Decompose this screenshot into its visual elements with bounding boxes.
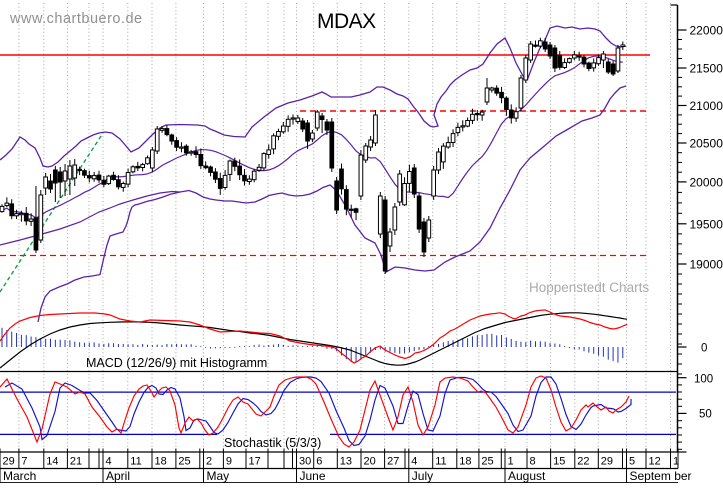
- svg-text:9: 9: [226, 456, 232, 468]
- svg-text:www.chartbuero.de: www.chartbuero.de: [9, 11, 143, 27]
- svg-text:August: August: [508, 469, 546, 483]
- svg-text:21: 21: [70, 456, 82, 468]
- svg-text:15: 15: [553, 456, 565, 468]
- svg-text:29: 29: [601, 456, 613, 468]
- svg-text:11: 11: [435, 456, 446, 468]
- svg-text:7: 7: [21, 456, 27, 468]
- svg-text:22: 22: [577, 456, 589, 468]
- svg-text:June: June: [300, 469, 326, 483]
- svg-text:6: 6: [316, 456, 322, 468]
- svg-text:30: 30: [299, 456, 311, 468]
- svg-text:Hoppenstedt Charts: Hoppenstedt Charts: [529, 280, 649, 295]
- svg-text:1: 1: [508, 456, 514, 468]
- svg-text:18: 18: [459, 456, 471, 468]
- svg-text:19500: 19500: [690, 217, 723, 231]
- svg-text:27: 27: [387, 456, 399, 468]
- svg-text:July: July: [412, 469, 433, 483]
- svg-text:20500: 20500: [690, 137, 723, 151]
- svg-text:20000: 20000: [690, 175, 723, 189]
- svg-text:March: March: [3, 469, 36, 483]
- svg-text:5: 5: [629, 456, 635, 468]
- svg-text:2: 2: [206, 456, 212, 468]
- svg-text:100: 100: [694, 374, 713, 386]
- svg-text:25: 25: [178, 456, 190, 468]
- svg-text:19000: 19000: [690, 258, 723, 272]
- svg-text:Septem ber: Septem ber: [630, 469, 692, 483]
- svg-text:18: 18: [155, 456, 167, 468]
- svg-text:8: 8: [530, 456, 536, 468]
- svg-text:21500: 21500: [690, 62, 723, 76]
- svg-text:21000: 21000: [690, 99, 723, 113]
- svg-text:4: 4: [106, 456, 112, 468]
- svg-text:29: 29: [3, 456, 15, 468]
- svg-text:25: 25: [481, 456, 493, 468]
- svg-text:13: 13: [340, 456, 352, 468]
- svg-text:1: 1: [673, 456, 679, 468]
- svg-text:MACD (12/26/9) mit Histogramm: MACD (12/26/9) mit Histogramm: [86, 356, 267, 370]
- svg-text:22000: 22000: [690, 24, 723, 38]
- svg-text:14: 14: [46, 456, 58, 468]
- svg-text:MDAX: MDAX: [317, 10, 376, 33]
- svg-text:17: 17: [249, 456, 261, 468]
- svg-text:May: May: [207, 469, 230, 483]
- svg-text:50: 50: [699, 409, 712, 421]
- svg-text:4: 4: [411, 456, 417, 468]
- svg-text:12: 12: [649, 456, 661, 468]
- svg-text:20: 20: [364, 456, 376, 468]
- svg-text:April: April: [106, 469, 130, 483]
- svg-text:11: 11: [130, 456, 141, 468]
- svg-text:0: 0: [701, 343, 707, 355]
- svg-text:Stochastik (5/3/3): Stochastik (5/3/3): [224, 436, 321, 450]
